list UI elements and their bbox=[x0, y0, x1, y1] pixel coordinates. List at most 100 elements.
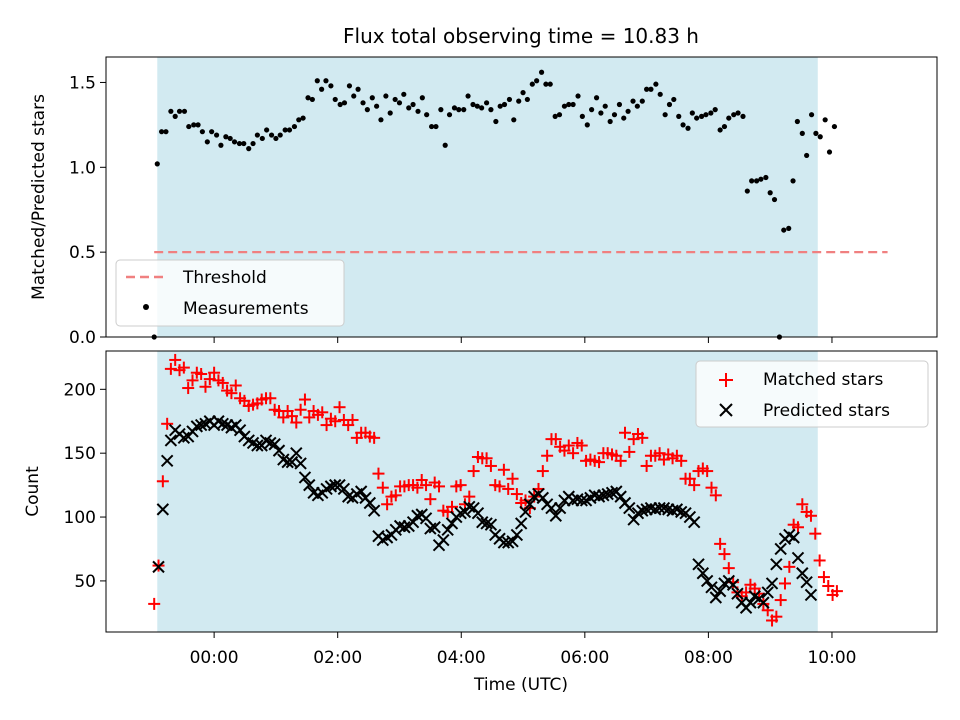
measurement-point bbox=[387, 110, 393, 116]
predicted-star-point bbox=[553, 501, 567, 515]
matched-star-point bbox=[480, 452, 493, 465]
measurement-point bbox=[493, 118, 499, 125]
measurement-point bbox=[602, 103, 608, 109]
matched-star-point bbox=[161, 417, 174, 430]
measurement-point bbox=[223, 134, 229, 140]
predicted-star-point bbox=[398, 521, 411, 534]
matched-star-point bbox=[264, 392, 277, 405]
predicted-star-point bbox=[164, 434, 178, 447]
measurement-point bbox=[570, 101, 576, 108]
predicted-star-point bbox=[800, 575, 813, 589]
x-tick-label: 10:00 bbox=[807, 648, 856, 668]
bottom-x-ticks: 00:00 02:00 04:00 06:00 08:00 10:00 bbox=[190, 632, 856, 668]
predicted-star-point bbox=[757, 596, 770, 609]
matched-star-point bbox=[722, 562, 735, 575]
top-x-ticks bbox=[213, 337, 833, 343]
predicted-star-point bbox=[480, 517, 493, 530]
matched-star-point bbox=[502, 482, 515, 495]
measurement-point bbox=[817, 134, 823, 140]
matched-star-point bbox=[445, 500, 458, 513]
measurement-point bbox=[419, 95, 425, 101]
predicted-star-point bbox=[445, 517, 459, 530]
measurement-point bbox=[699, 113, 705, 119]
measurement-point bbox=[415, 108, 421, 114]
matched-star-point bbox=[316, 406, 329, 419]
measurement-point bbox=[483, 100, 490, 106]
measurement-point bbox=[250, 140, 256, 147]
bottom-legend-box bbox=[695, 360, 929, 428]
x-tick-label: 00:00 bbox=[190, 648, 239, 668]
measurement-point bbox=[446, 112, 453, 118]
measurement-point bbox=[781, 227, 787, 233]
matched-star-point bbox=[683, 472, 696, 485]
x-tick-label: 02:00 bbox=[313, 648, 362, 668]
measurement-point bbox=[529, 81, 535, 87]
predicted-star-point bbox=[592, 490, 606, 503]
measurement-point bbox=[556, 112, 563, 118]
predicted-star-point bbox=[731, 587, 744, 600]
predicted-star-point bbox=[476, 515, 489, 529]
matched-star-point bbox=[164, 362, 177, 375]
top-legend: Threshold Measurements bbox=[115, 259, 345, 327]
measurement-point bbox=[552, 113, 558, 119]
measurement-point bbox=[369, 95, 375, 101]
matched-star-point bbox=[640, 459, 653, 472]
x-tick-label: 04:00 bbox=[437, 648, 486, 668]
measurement-point bbox=[744, 188, 750, 194]
measurement-point bbox=[634, 103, 640, 109]
predicted-star-point bbox=[216, 417, 229, 431]
matched-star-point bbox=[618, 426, 631, 439]
measurement-point bbox=[771, 196, 778, 203]
matched-star-point bbox=[830, 585, 843, 598]
measurement-point bbox=[341, 100, 348, 106]
measurement-point bbox=[163, 129, 169, 135]
measurement-point bbox=[433, 123, 439, 130]
predicted-star-point bbox=[484, 518, 498, 531]
measurement-point bbox=[309, 96, 315, 103]
measurement-point bbox=[731, 112, 737, 118]
measurement-point bbox=[767, 190, 773, 196]
measurement-point bbox=[593, 95, 600, 101]
legend-threshold-label: Threshold bbox=[182, 268, 267, 288]
measurement-point bbox=[360, 100, 366, 106]
bottom-y-axis-label: Count bbox=[23, 466, 43, 517]
predicted-star-point bbox=[152, 560, 165, 574]
bottom-axes-frame bbox=[105, 350, 938, 633]
top-y-tick-label: 1.0 bbox=[69, 158, 96, 178]
measurement-point bbox=[653, 81, 659, 87]
measurement-point bbox=[296, 117, 302, 123]
matched-star-point bbox=[813, 554, 826, 567]
predicted-star-point bbox=[233, 423, 247, 437]
measurement-point bbox=[735, 110, 741, 116]
matched-star-point bbox=[186, 374, 199, 387]
bottom-y-tick-label: 200 bbox=[64, 380, 96, 400]
measurement-point bbox=[657, 91, 663, 97]
matched-star-point bbox=[346, 413, 359, 426]
measurement-point bbox=[607, 118, 613, 125]
measurement-point bbox=[662, 112, 668, 118]
bottom-y-tick-label: 100 bbox=[64, 508, 96, 528]
predicted-star-point bbox=[156, 503, 170, 516]
measurement-point bbox=[319, 86, 325, 92]
measurement-point bbox=[694, 115, 700, 121]
matched-star-point bbox=[575, 439, 588, 452]
measurement-point bbox=[328, 83, 334, 89]
measurement-point bbox=[259, 135, 265, 142]
matched-star-point bbox=[376, 481, 389, 494]
top-panel: 0.0 0.5 1.0 1.5 Matched/Predicted stars Thr… bbox=[29, 56, 938, 348]
matched-star-point bbox=[467, 465, 480, 478]
measurement-point bbox=[401, 91, 407, 97]
matched-star-point bbox=[709, 489, 722, 502]
top-y-tick-label: 1.5 bbox=[69, 73, 96, 93]
predicted-star-point bbox=[294, 457, 307, 470]
predicted-star-point bbox=[700, 574, 714, 588]
matched-star-point bbox=[701, 465, 714, 478]
predicted-star-point bbox=[510, 528, 524, 542]
predicted-star-point bbox=[713, 584, 727, 598]
measurement-point bbox=[813, 130, 819, 136]
predicted-star-point bbox=[290, 446, 303, 460]
predicted-star-point bbox=[575, 494, 588, 507]
predicted-star-point bbox=[160, 454, 174, 468]
predicted-star-point bbox=[514, 517, 528, 530]
bottom-y-tick-label: 150 bbox=[64, 444, 96, 464]
